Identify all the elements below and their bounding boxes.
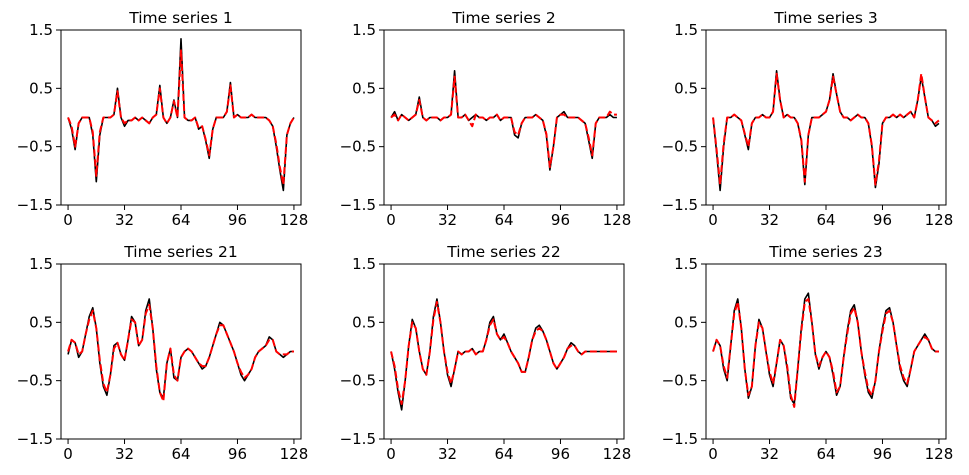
x-tick-label: 64	[494, 211, 513, 229]
panel-title: Time series 1	[128, 9, 233, 27]
x-tick-label: 96	[228, 211, 247, 229]
y-tick-label: −0.5	[17, 372, 53, 390]
x-tick-label: 0	[63, 445, 73, 463]
x-tick-label: 128	[280, 211, 309, 229]
y-tick-label: −1.5	[662, 430, 698, 448]
x-tick-label: 64	[816, 211, 835, 229]
x-tick-label: 64	[494, 445, 513, 463]
x-tick-label: 96	[873, 445, 892, 463]
x-tick-label: 0	[63, 211, 73, 229]
x-tick-label: 128	[280, 445, 309, 463]
y-tick-label: −0.5	[340, 138, 376, 156]
y-tick-label: 1.5	[352, 255, 376, 273]
panel-time-series-6: Time series 23 0 32 64 96 128 −1.5 −0.5 0.5 1.5	[662, 243, 954, 463]
x-tick-label: 96	[228, 445, 247, 463]
x-tick-label: 0	[386, 445, 396, 463]
series-red-dashed-line	[712, 72, 940, 186]
x-tick-label: 64	[171, 445, 190, 463]
y-tick-label: 0.5	[674, 79, 698, 97]
y-tick-label: −0.5	[17, 138, 53, 156]
series-red-dashed-line	[712, 298, 939, 408]
series-black-line	[67, 298, 294, 399]
y-tick-label: −0.5	[662, 372, 698, 390]
panel-time-series-3: Time series 3 0 32 64 96 128 −1.5 −0.5 0.5 1.5	[662, 9, 954, 229]
y-tick-label: −1.5	[17, 430, 53, 448]
series-black-line	[67, 37, 295, 192]
plot-frame	[60, 263, 302, 440]
y-tick-label: −0.5	[340, 372, 376, 390]
y-tick-label: −1.5	[17, 196, 53, 214]
x-tick-label: 128	[925, 211, 954, 229]
panel-title: Time series 22	[446, 243, 560, 261]
x-tick-label: 64	[816, 445, 835, 463]
series-black-line	[712, 292, 939, 405]
y-tick-label: −0.5	[662, 138, 698, 156]
x-tick-label: 96	[551, 445, 570, 463]
x-tick-label: 32	[438, 445, 457, 463]
series-red-dashed-line	[67, 49, 295, 186]
y-tick-label: 0.5	[29, 79, 53, 97]
series-red-dashed-line	[390, 300, 617, 405]
panel-time-series-1: Time series 1 0 32 64 96 128 −1.5 −0.5 0.5 1.5	[17, 9, 309, 229]
y-tick-label: −1.5	[340, 196, 376, 214]
panel-time-series-4: Time series 21 0 32 64 96 128 −1.5 −0.5 0.5 1.5	[17, 243, 309, 463]
x-tick-label: 0	[386, 211, 396, 229]
y-tick-label: 1.5	[29, 255, 53, 273]
panel-time-series-2: Time series 2 0 32 64 96 128 −1.5 −0.5 0.5 1.5	[340, 9, 632, 229]
y-tick-label: −1.5	[662, 196, 698, 214]
y-tick-label: 0.5	[352, 79, 376, 97]
x-tick-label: 96	[551, 211, 570, 229]
y-tick-label: 0.5	[674, 313, 698, 331]
x-tick-label: 32	[760, 445, 779, 463]
y-tick-label: 1.5	[29, 21, 53, 39]
y-tick-label: −1.5	[340, 430, 376, 448]
panel-time-series-5: Time series 22 0 32 64 96 128 −1.5 −0.5 0.5 1.5	[340, 243, 632, 463]
plot-frame	[705, 29, 947, 206]
x-tick-label: 32	[115, 445, 134, 463]
x-tick-label: 0	[708, 211, 718, 229]
y-tick-label: 0.5	[29, 313, 53, 331]
x-tick-label: 128	[603, 445, 632, 463]
y-tick-label: 1.5	[352, 21, 376, 39]
x-tick-label: 32	[438, 211, 457, 229]
panel-title: Time series 21	[123, 243, 237, 261]
x-tick-label: 128	[603, 211, 632, 229]
panel-title: Time series 23	[768, 243, 882, 261]
x-tick-label: 64	[171, 211, 190, 229]
y-tick-label: 1.5	[674, 255, 698, 273]
series-black-line	[712, 70, 940, 192]
panel-title: Time series 3	[773, 9, 878, 27]
x-tick-label: 32	[115, 211, 134, 229]
panel-title: Time series 2	[451, 9, 556, 27]
x-tick-label: 128	[925, 445, 954, 463]
x-tick-label: 32	[760, 211, 779, 229]
x-tick-label: 0	[708, 445, 718, 463]
x-tick-label: 96	[873, 211, 892, 229]
y-tick-label: 0.5	[352, 313, 376, 331]
series-red-dashed-line	[390, 75, 617, 169]
series-red-dashed-line	[67, 303, 294, 403]
y-tick-label: 1.5	[674, 21, 698, 39]
